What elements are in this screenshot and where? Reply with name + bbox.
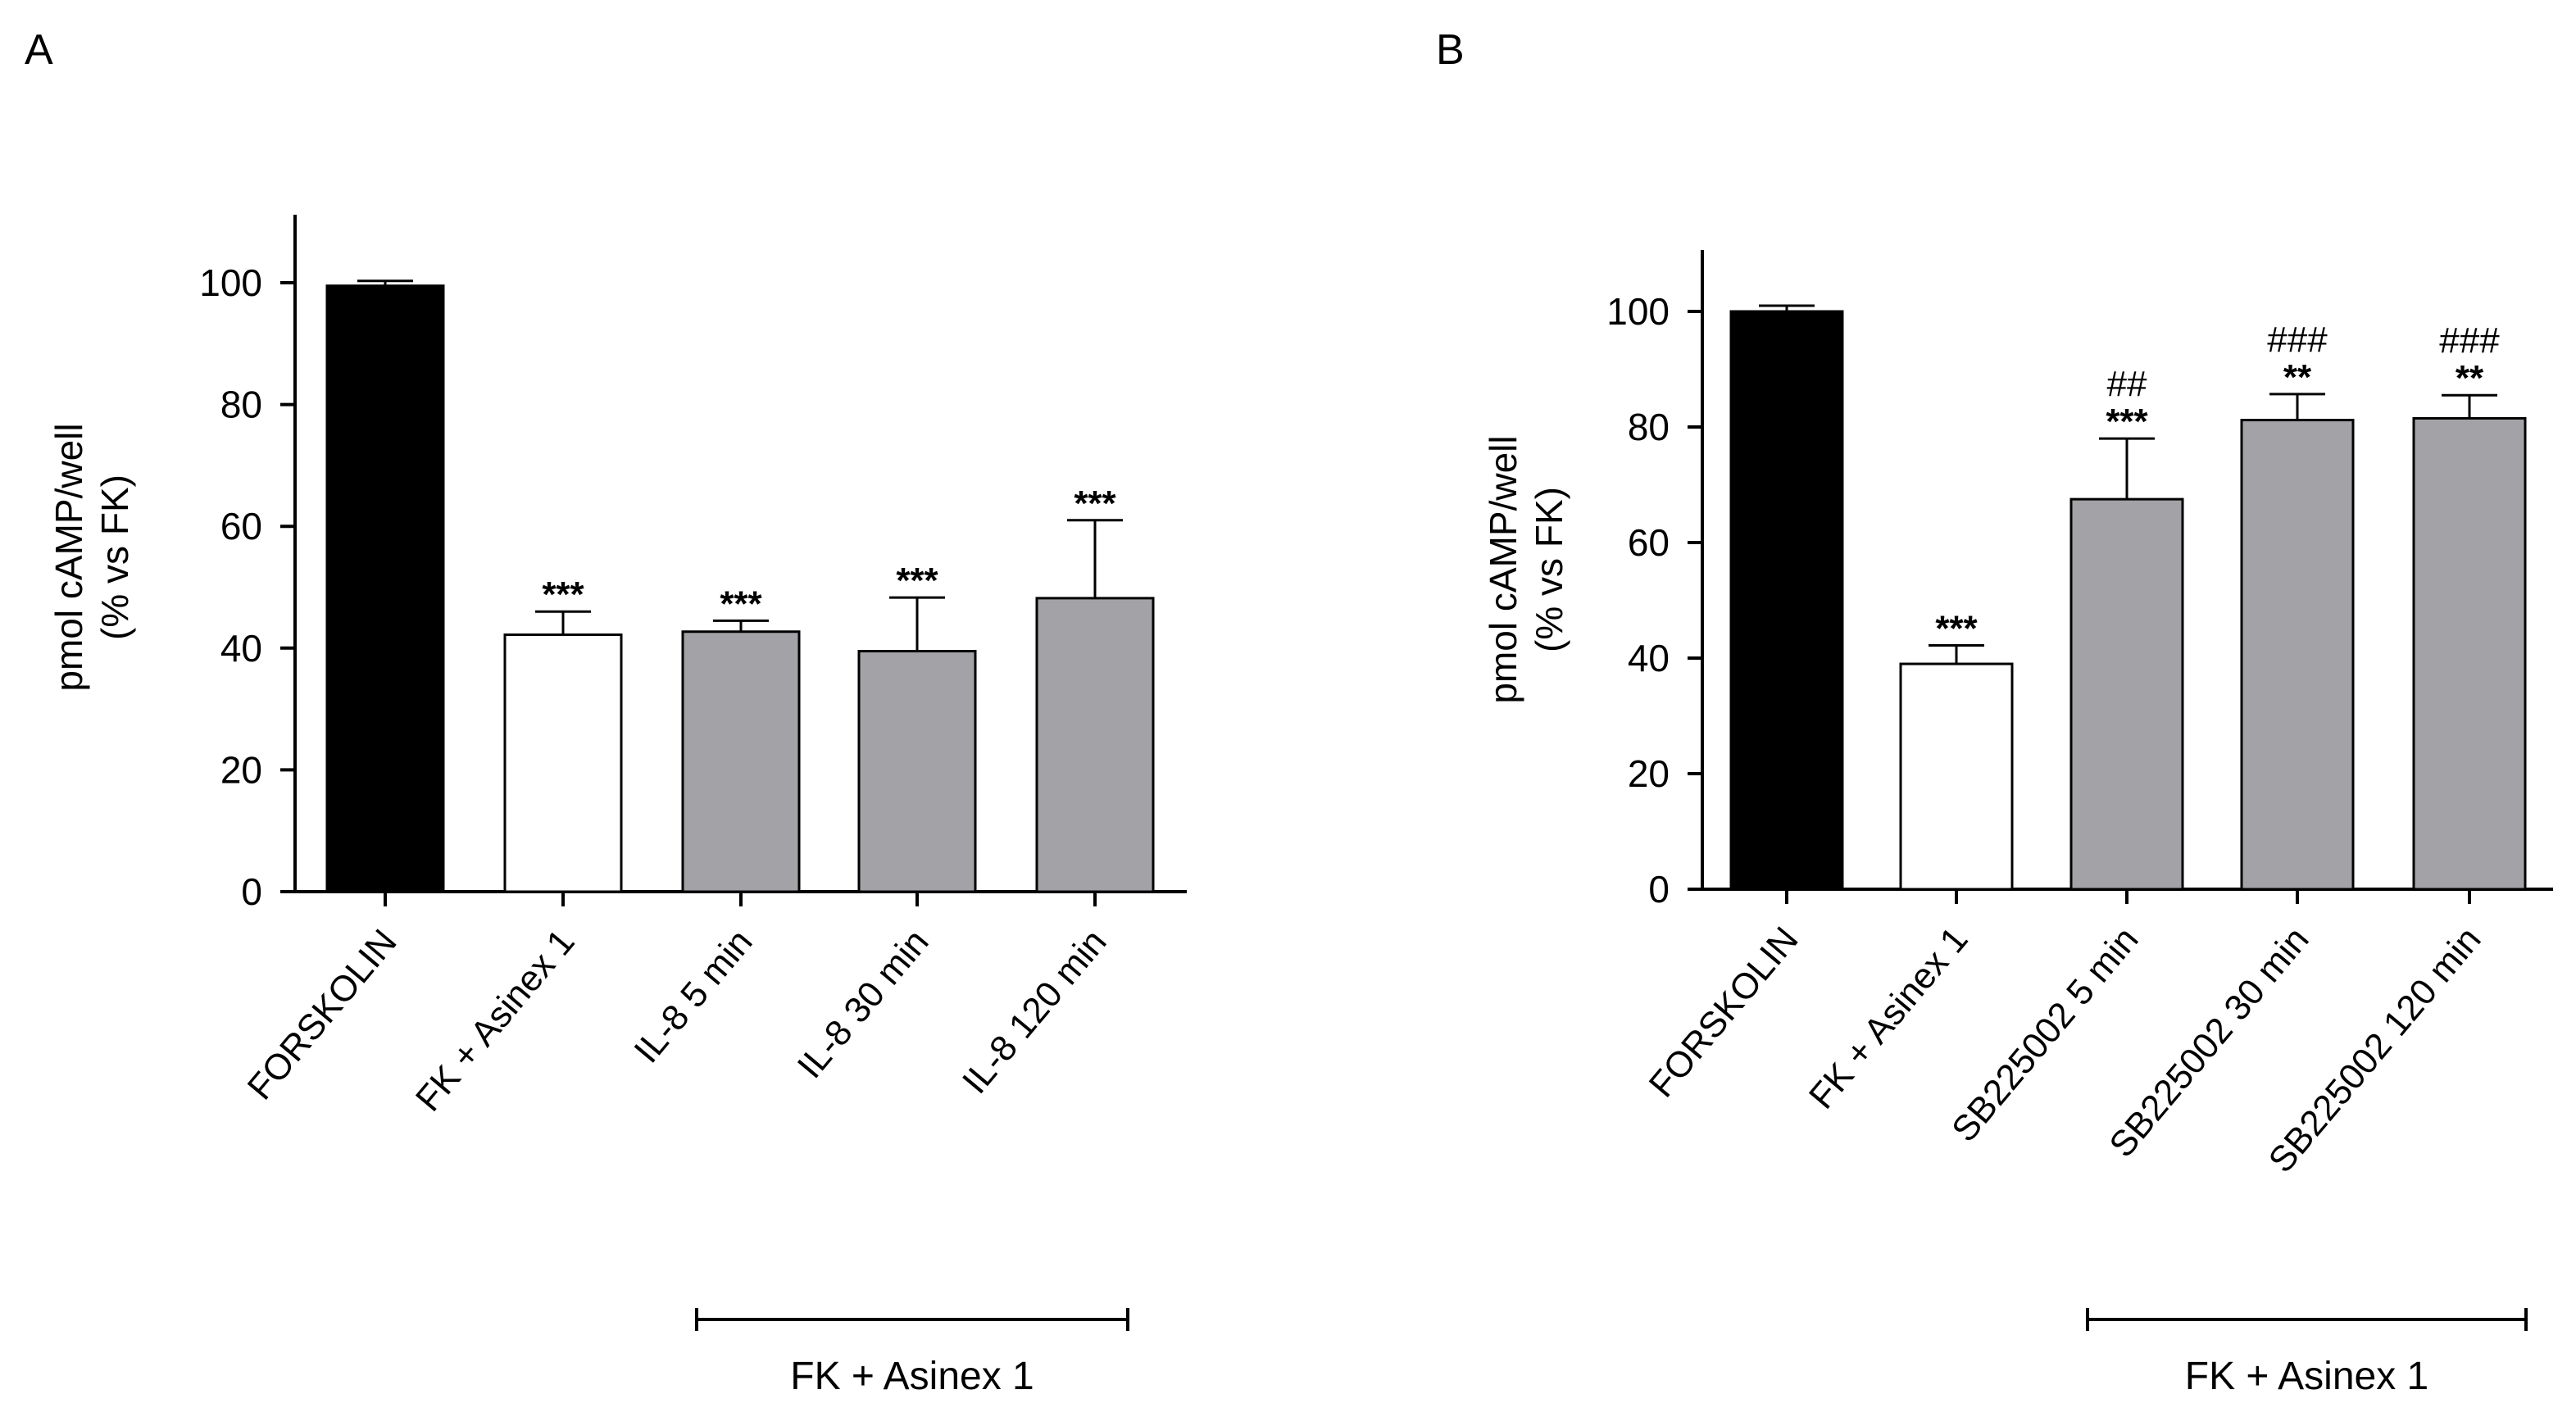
panel-a-x-tick-label: FK + Asinex 1: [408, 922, 583, 1119]
panel-a-chart: 0 20 40 60 80 100 pmol cAMP/well(% vs FK) FORSK…: [48, 215, 1187, 1398]
panel-b-y-tick-label: 60: [1628, 521, 1670, 564]
panel-a-letter: A: [25, 26, 53, 74]
panel-a-significance-label: ***: [720, 584, 762, 624]
panel-b-y-tick-label: 80: [1628, 406, 1670, 448]
panel-b-significance-hash-label: ###: [2439, 320, 2500, 361]
panel-b-bar: [1899, 662, 2014, 891]
panel-a-x-tick-label: IL-8 5 min: [626, 922, 760, 1070]
panel-a-y-tick-label: 0: [241, 870, 262, 913]
panel-b-chart: 0 20 40 60 80 100 pmol cAMP/well(% vs FK) FORSK…: [1482, 250, 2553, 1398]
panel-a-bar: [681, 630, 801, 893]
panel-b-significance-label: **: [2456, 358, 2484, 398]
panel-b-significance-label: ***: [1935, 608, 1978, 648]
panel-b-significance-hash-label: ##: [2107, 364, 2147, 404]
panel-b-significance-label: ***: [2106, 402, 2148, 442]
panel-a-y-tick-label: 100: [199, 261, 262, 304]
panel-b-y-tick-label: 20: [1628, 752, 1670, 795]
panel-a-group-label: FK + Asinex 1: [790, 1355, 1034, 1398]
panel-b-significance-label: **: [2283, 357, 2312, 397]
panel-a-significance-label: ***: [896, 561, 938, 601]
panel-a-y-axis-label-line: (% vs FK): [93, 475, 136, 640]
panel-b-y-tick-label: 100: [1606, 290, 1670, 333]
panel-b-bar: [2069, 497, 2184, 891]
panel-b-x-tick-label: FK + Asinex 1: [1801, 920, 1976, 1116]
panel-a-x-tick-label: FORSKOLIN: [240, 922, 405, 1107]
panel-a-y-axis-label: pmol cAMP/well(% vs FK): [48, 423, 136, 691]
panel-b-bar: [2412, 416, 2527, 891]
panel-b-bar: [1729, 310, 1844, 891]
panel-a-bar: [325, 284, 445, 893]
panel-b-y-tick-label: 40: [1628, 637, 1670, 679]
panel-a-significance-label: ***: [1074, 484, 1116, 524]
panel-a-bar: [1035, 597, 1155, 893]
panel-a-x-tick-label: IL-8 30 min: [790, 922, 937, 1086]
panel-a-x-tick-label: IL-8 120 min: [955, 922, 1115, 1101]
panel-b-y-axis-label: pmol cAMP/well(% vs FK): [1482, 435, 1570, 703]
panel-b-y-axis-label-line: (% vs FK): [1528, 487, 1570, 652]
panel-a-y-tick-label: 40: [220, 627, 262, 670]
panel-a-y-tick-label: 20: [220, 748, 262, 791]
panel-a-y-tick-label: 80: [220, 384, 262, 426]
panel-a-y-axis-label-line: pmol cAMP/well: [48, 423, 90, 691]
panel-a-bar: [503, 633, 623, 893]
panel-b-x-tick-label: FORSKOLIN: [1642, 920, 1806, 1105]
panel-b-letter: B: [1436, 26, 1465, 74]
panel-b-group-label: FK + Asinex 1: [2185, 1355, 2429, 1398]
panel-b-x-tick-label: SB225002 5 min: [1944, 920, 2147, 1150]
panel-b-y-tick-label: 0: [1648, 868, 1670, 911]
panel-b-bar: [2240, 419, 2355, 891]
panel-a-y-tick-label: 60: [220, 505, 262, 547]
panel-a-significance-label: ***: [542, 575, 584, 615]
panel-b-y-axis-label-line: pmol cAMP/well: [1482, 435, 1524, 703]
panel-b-significance-hash-label: ###: [2267, 320, 2328, 360]
panel-a-bar: [857, 650, 977, 893]
